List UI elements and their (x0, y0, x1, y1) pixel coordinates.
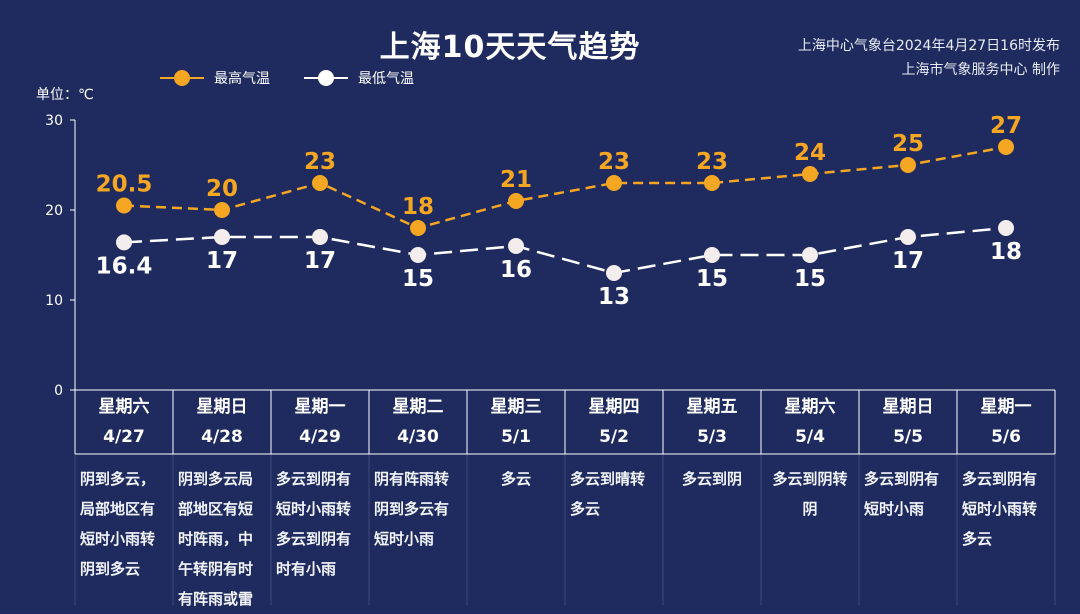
y-axis-unit-label: 单位：℃ (36, 87, 94, 103)
low-temp-point (312, 229, 328, 245)
low-temp-point (900, 229, 916, 245)
day-date: 4/27 (103, 427, 145, 447)
high-temp-data-label: 24 (794, 140, 826, 166)
y-tick-label: 30 (45, 113, 63, 129)
high-temp-point (508, 193, 524, 209)
day-header: 星期三 5/1 (467, 392, 565, 452)
y-tick-label: 20 (45, 203, 63, 219)
day-weekday: 星期六 (784, 397, 836, 417)
day-date: 4/30 (397, 427, 439, 447)
day-header: 星期四 5/2 (565, 392, 663, 452)
high-temp-point (214, 202, 230, 218)
high-temp-data-label: 18 (402, 194, 434, 220)
y-tick-label: 0 (54, 383, 63, 399)
day-weekday: 星期三 (490, 397, 542, 417)
high-temp-data-label: 23 (304, 149, 336, 175)
day-weather-description: 多云到阴转阴 (772, 470, 848, 518)
high-temp-point (998, 139, 1014, 155)
low-temp-point (704, 247, 720, 263)
legend-low-label: 最低气温 (358, 71, 414, 87)
day-weekday: 星期一 (980, 397, 1032, 417)
high-temp-data-label: 20 (206, 176, 238, 202)
high-temp-point (704, 175, 720, 191)
low-temp-data-label: 15 (794, 266, 826, 292)
high-temp-point (116, 197, 132, 214)
high-temp-point (312, 175, 328, 191)
low-temp-point (508, 238, 524, 254)
issuer-line-1: 上海中心气象台2024年4月27日16时发布 (797, 38, 1060, 54)
day-weather-description: 阴到多云局部地区有短时阵雨，中午转阴有时有阵雨或雷 (178, 470, 254, 608)
high-temp-data-label: 23 (598, 149, 630, 175)
day-weekday: 星期一 (294, 397, 346, 417)
day-header: 星期一 4/29 (271, 392, 369, 452)
low-temp-data-label: 17 (304, 248, 336, 274)
high-temp-data-label: 21 (500, 167, 532, 193)
day-weather-description: 多云 (500, 470, 531, 488)
day-header: 星期日 5/5 (859, 392, 957, 452)
high-temp-data-label: 27 (990, 113, 1022, 139)
day-date: 5/1 (501, 427, 531, 447)
low-temp-point (410, 247, 426, 263)
low-temp-data-label: 15 (696, 266, 728, 292)
high-temp-data-label: 25 (892, 131, 924, 157)
low-temp-point (802, 247, 818, 263)
low-temp-point (606, 265, 622, 281)
day-weekday: 星期五 (686, 397, 738, 417)
low-temp-point (214, 229, 230, 245)
day-weekday: 星期六 (98, 397, 150, 417)
day-weekday: 星期日 (196, 397, 248, 417)
legend-low-marker (304, 70, 348, 86)
day-weather-description: 多云到阴有短时小雨转多云到阴有时有小雨 (276, 470, 352, 578)
low-temp-data-label: 16 (500, 257, 532, 283)
high-temp-point (410, 220, 426, 236)
legend-high-label: 最高气温 (214, 71, 270, 87)
low-temp-data-label: 17 (206, 248, 238, 274)
day-date: 5/6 (991, 427, 1021, 447)
high-temp-point (900, 157, 916, 173)
day-header: 星期五 5/3 (663, 392, 761, 452)
legend-item-high: 最高气温 (160, 68, 270, 88)
day-weather-description: 阴有阵雨转阴到多云有短时小雨 (374, 470, 450, 548)
low-temp-data-label: 15 (402, 266, 434, 292)
day-weekday: 星期日 (882, 397, 934, 417)
high-temp-data-label: 20.5 (96, 172, 153, 198)
day-header: 星期六 4/27 (75, 392, 173, 452)
low-temp-data-label: 18 (990, 239, 1022, 265)
day-weather-description: 多云到晴转多云 (570, 470, 646, 518)
issuer-info: 上海中心气象台2024年4月27日16时发布 上海市气象服务中心 制作 (798, 34, 1060, 82)
low-temp-point (116, 234, 132, 251)
day-header: 星期一 5/6 (957, 392, 1055, 452)
day-weather-description: 多云到阴有短时小雨转多云 (962, 470, 1038, 548)
high-temp-point (802, 166, 818, 182)
high-temp-line (123, 145, 1007, 230)
high-temp-data-label: 23 (696, 149, 728, 175)
legend-item-low: 最低气温 (304, 68, 414, 88)
day-header: 星期二 4/30 (369, 392, 467, 452)
low-temp-data-label: 13 (598, 284, 630, 310)
low-temp-data-label: 16.4 (96, 253, 153, 279)
day-date: 4/28 (201, 427, 243, 447)
legend-high-marker (160, 70, 204, 86)
y-tick-label: 10 (45, 293, 63, 309)
day-weather-description: 多云到阴 (681, 470, 742, 488)
day-date: 5/2 (599, 427, 629, 447)
day-date: 5/3 (697, 427, 727, 447)
day-header: 星期日 4/28 (173, 392, 271, 452)
high-temp-point (606, 175, 622, 191)
low-temp-data-label: 17 (892, 248, 924, 274)
day-weather-description: 阴到多云，局部地区有短时小雨转阴到多云 (80, 470, 156, 578)
day-date: 5/5 (893, 427, 923, 447)
issuer-line-2: 上海市气象服务中心 制作 (901, 62, 1060, 78)
low-temp-line (123, 226, 1007, 275)
day-header: 星期六 5/4 (761, 392, 859, 452)
day-date: 4/29 (299, 427, 341, 447)
day-date: 5/4 (795, 427, 825, 447)
legend: 最高气温 最低气温 (160, 68, 448, 88)
low-temp-point (998, 220, 1014, 236)
day-weekday: 星期二 (392, 397, 444, 417)
day-weekday: 星期四 (588, 397, 640, 417)
chart-title: 上海10天天气趋势 (379, 30, 641, 65)
day-weather-description: 多云到阴有短时小雨 (864, 470, 940, 518)
